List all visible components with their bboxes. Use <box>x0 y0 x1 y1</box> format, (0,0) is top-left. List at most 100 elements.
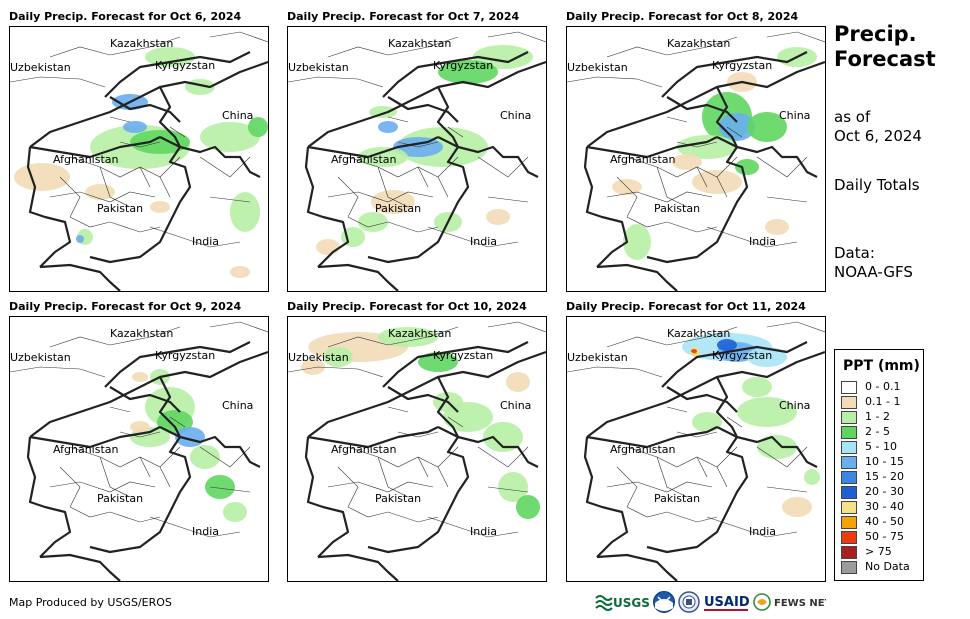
precip-legend: PPT (mm) 0 - 0.1 0.1 - 1 1 - 2 2 - 5 5 -… <box>834 349 924 581</box>
legend-swatch <box>841 456 857 469</box>
precip-cell <box>200 122 260 152</box>
admin-boundary <box>327 36 459 58</box>
country-border <box>367 376 470 554</box>
daily-totals-text: Daily Totals <box>834 176 920 194</box>
legend-swatch <box>841 546 857 559</box>
admin-boundary <box>288 366 384 378</box>
country-label-kazakhstan: Kazakhstan <box>667 327 730 340</box>
admin-boundary <box>59 456 171 508</box>
country-border <box>666 96 738 123</box>
legend-item: 10 - 15 <box>841 455 925 469</box>
panel-title-oct7: Daily Precip. Forecast for Oct 7, 2024 <box>287 10 520 23</box>
country-label-pakistan: Pakistan <box>97 492 143 505</box>
precip-cell <box>150 201 170 213</box>
country-border <box>583 146 629 268</box>
fews-net-logo: FEWS NET <box>753 593 826 611</box>
precip-cell <box>498 472 528 502</box>
country-label-afghanistan: Afghanistan <box>331 153 397 166</box>
country-border <box>317 553 399 581</box>
country-border <box>666 386 738 413</box>
admin-boundary <box>567 76 663 88</box>
legend-swatch <box>841 486 857 499</box>
country-label-pakistan: Pakistan <box>654 492 700 505</box>
country-border <box>596 263 678 291</box>
precip-cell <box>516 495 540 519</box>
country-border <box>29 350 268 438</box>
admin-boundary <box>347 156 459 178</box>
admin-boundary <box>49 326 181 348</box>
precip-cell <box>747 347 787 367</box>
legend-label: > 75 <box>865 545 892 558</box>
forecast-title-line2: Forecast <box>834 47 936 71</box>
precip-cell <box>371 190 415 214</box>
country-border <box>104 341 251 388</box>
country-label-china: China <box>779 109 810 122</box>
admin-boundary <box>487 31 546 43</box>
country-label-kyrgyzstan: Kyrgyzstan <box>712 59 772 72</box>
legend-title: PPT (mm) <box>843 358 920 374</box>
map-panel-oct8: Kazakhstan Uzbekistan Kyrgyzstan China Afgha… <box>566 26 826 292</box>
country-label-china: China <box>222 399 253 412</box>
map-svg: Kazakhstan Uzbekistan Kyrgyzstan China Afgha… <box>567 31 825 291</box>
admin-boundary <box>337 166 449 218</box>
country-border <box>307 426 439 449</box>
country-border <box>109 96 181 123</box>
country-border <box>661 51 808 98</box>
legend-label: 2 - 5 <box>865 425 890 438</box>
legend-item: 15 - 20 <box>841 470 925 484</box>
precip-cell <box>130 421 150 433</box>
admin-boundary <box>756 156 808 203</box>
country-label-uzbekistan: Uzbekistan <box>10 61 71 74</box>
country-border <box>104 51 251 98</box>
precip-cell <box>782 497 812 517</box>
country-border <box>716 136 818 178</box>
country-label-kyrgyzstan: Kyrgyzstan <box>155 59 215 72</box>
agency-logos: USGS USAID FEWS NET <box>594 590 826 614</box>
noaa-logo <box>653 591 675 613</box>
country-border <box>716 426 818 468</box>
panel-title-oct8: Daily Precip. Forecast for Oct 8, 2024 <box>566 10 799 23</box>
legend-item: > 75 <box>841 545 925 559</box>
legend-label: 50 - 75 <box>865 530 904 543</box>
precip-cell <box>145 47 195 67</box>
legend-label: 15 - 20 <box>865 470 904 483</box>
precip-layer <box>130 369 247 522</box>
admin-boundary <box>606 481 713 493</box>
precip-cell <box>742 377 772 397</box>
legend-item: No Data <box>841 560 925 574</box>
precip-cell <box>691 349 697 353</box>
map-svg: Kazakhstan Uzbekistan Kyrgyzstan China Afgha… <box>10 321 268 581</box>
legend-swatch <box>841 561 857 574</box>
admin-boundary <box>666 406 743 438</box>
legend-label: 5 - 10 <box>865 440 897 453</box>
country-border <box>646 86 749 264</box>
precip-cell <box>672 154 702 170</box>
country-border <box>596 553 678 581</box>
admin-boundary <box>69 506 161 523</box>
svg-text:USAID: USAID <box>704 595 750 610</box>
country-label-china: China <box>500 109 531 122</box>
precip-cell <box>378 327 438 347</box>
country-label-uzbekistan: Uzbekistan <box>567 61 628 74</box>
country-label-pakistan: Pakistan <box>97 202 143 215</box>
precip-cell <box>506 372 530 392</box>
legend-swatch <box>841 381 857 394</box>
admin-boundary <box>387 116 464 148</box>
legend-item: 5 - 10 <box>841 440 925 454</box>
precip-cell <box>473 45 533 69</box>
admin-boundary <box>626 506 718 523</box>
precip-cell <box>123 121 147 133</box>
country-border <box>586 136 718 159</box>
admin-boundary <box>49 36 181 58</box>
country-label-china: China <box>500 399 531 412</box>
country-label-kazakhstan: Kazakhstan <box>388 327 451 340</box>
country-label-afghanistan: Afghanistan <box>53 153 119 166</box>
legend-item: 50 - 75 <box>841 530 925 544</box>
country-label-kyrgyzstan: Kyrgyzstan <box>433 59 493 72</box>
country-label-afghanistan: Afghanistan <box>53 443 119 456</box>
country-border <box>109 386 181 413</box>
country-label-india: India <box>749 235 776 248</box>
country-label-uzbekistan: Uzbekistan <box>567 351 628 364</box>
legend-item: 0.1 - 1 <box>841 395 925 409</box>
precip-cell <box>230 266 250 278</box>
